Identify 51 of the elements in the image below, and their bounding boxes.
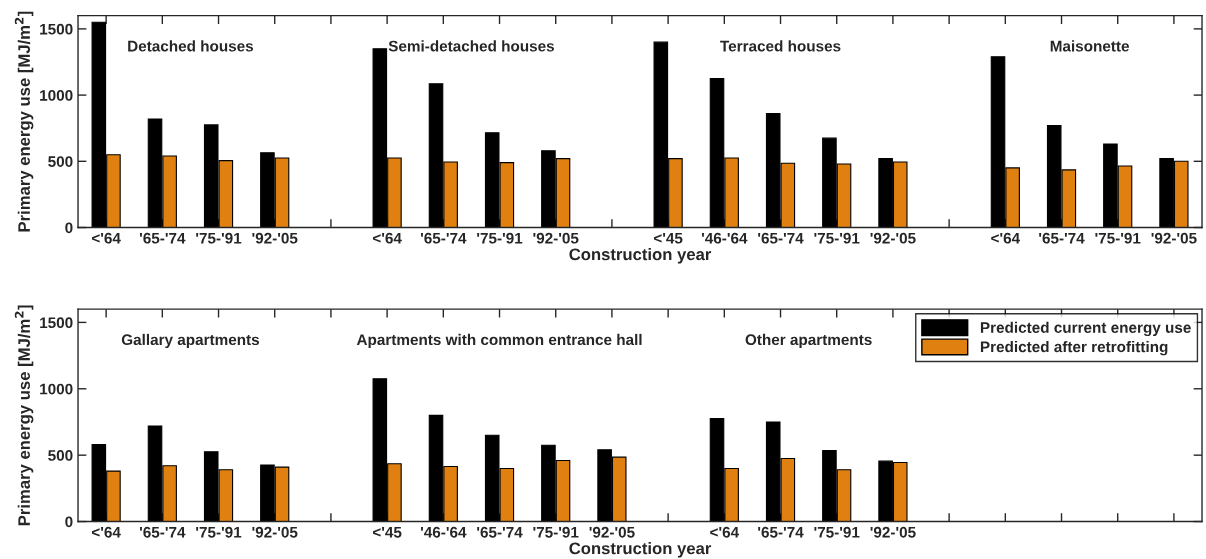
x-tick-label: '75-'91 — [814, 526, 860, 538]
x-tick-label: '75-'91 — [1095, 232, 1141, 244]
y-axis-title: Primary energy use [MJ/m$^{2}$] — [14, 11, 34, 232]
x-tick-label: '65-'74 — [758, 526, 804, 538]
annotation: Other apartments — [745, 333, 872, 349]
legend-label: Predicted after retrofitting — [980, 341, 1168, 356]
x-tick-label: '92-'05 — [870, 232, 916, 244]
x-axis-title: Construction year — [569, 248, 712, 264]
annotation: Detached houses — [128, 40, 254, 52]
x-tick-label: '75-'91 — [477, 232, 523, 244]
x-tick-label: '75-'91 — [196, 232, 242, 244]
x-tick-label: '92-'05 — [589, 526, 635, 538]
x-tick-label: '75-'91 — [814, 232, 860, 244]
x-tick-label: '65-'74 — [758, 232, 804, 244]
x-tick-label: '92-'05 — [533, 232, 579, 244]
annotation: Terraced houses — [720, 40, 841, 52]
y-tick-label: 1500 — [40, 23, 73, 35]
x-tick-label: '46-'64 — [701, 232, 748, 244]
x-tick-label: '75-'91 — [533, 526, 579, 538]
x-tick-label: <'64 — [92, 526, 121, 538]
x-tick-label: <'64 — [710, 526, 740, 538]
x-tick-label: '92-'05 — [252, 232, 298, 244]
x-tick-label: '65-'74 — [1039, 232, 1085, 244]
x-axis-title: Construction year — [569, 542, 712, 558]
y-tick-label: 0 — [65, 516, 73, 528]
x-tick-label: '92-'05 — [252, 526, 298, 538]
y-tick-label: 500 — [48, 450, 73, 461]
x-tick-label: <'45 — [372, 526, 402, 538]
y-tick-label: 500 — [48, 156, 73, 167]
annotation: Apartments with common entrance hall — [356, 333, 642, 349]
x-tick-label: '75-'91 — [196, 526, 242, 538]
y-tick-label: 1500 — [40, 317, 73, 329]
x-tick-label: '92-'05 — [870, 526, 916, 538]
x-tick-label: <'64 — [372, 232, 402, 244]
x-tick-label: '92-'05 — [1151, 232, 1197, 244]
x-tick-label: '65-'74 — [420, 232, 467, 244]
x-tick-label: '46-'64 — [420, 526, 467, 538]
x-tick-label: '65-'74 — [139, 232, 186, 244]
y-tick-label: 1000 — [40, 383, 73, 395]
x-tick-label: '65-'74 — [139, 526, 186, 538]
x-tick-label: <'64 — [92, 232, 121, 244]
y-tick-label: 1000 — [40, 89, 73, 101]
annotation: Maisonette — [1050, 40, 1129, 52]
x-tick-label: <'45 — [653, 232, 683, 244]
y-tick-label: 0 — [65, 222, 73, 234]
legend-label: Predicted current energy use — [980, 321, 1191, 337]
y-axis-title: Primary energy use [MJ/m$^{2}$] — [14, 305, 34, 526]
annotation: Gallary apartments — [121, 333, 260, 349]
annotation: Semi-detached houses — [388, 40, 555, 52]
x-tick-label: '65-'74 — [477, 526, 523, 538]
x-tick-label: <'64 — [991, 232, 1021, 244]
